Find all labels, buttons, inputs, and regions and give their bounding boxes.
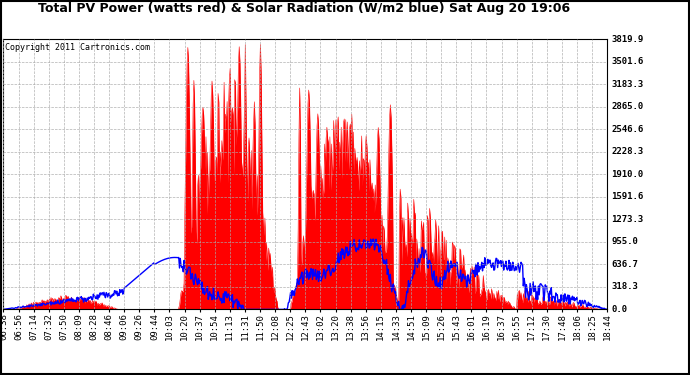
Text: 3501.6: 3501.6 bbox=[611, 57, 644, 66]
Text: 1273.3: 1273.3 bbox=[611, 215, 644, 224]
Text: Total PV Power (watts red) & Solar Radiation (W/m2 blue) Sat Aug 20 19:06: Total PV Power (watts red) & Solar Radia… bbox=[37, 2, 570, 15]
Text: 2228.3: 2228.3 bbox=[611, 147, 644, 156]
Text: 3819.9: 3819.9 bbox=[611, 35, 644, 44]
Text: 2865.0: 2865.0 bbox=[611, 102, 644, 111]
Text: 2546.6: 2546.6 bbox=[611, 125, 644, 134]
Text: 318.3: 318.3 bbox=[611, 282, 638, 291]
Text: 955.0: 955.0 bbox=[611, 237, 638, 246]
Text: 1591.6: 1591.6 bbox=[611, 192, 644, 201]
Text: 1910.0: 1910.0 bbox=[611, 170, 644, 179]
Text: 0.0: 0.0 bbox=[611, 305, 627, 314]
Text: 636.7: 636.7 bbox=[611, 260, 638, 269]
Text: Copyright 2011 Cartronics.com: Copyright 2011 Cartronics.com bbox=[5, 44, 150, 52]
Text: 3183.3: 3183.3 bbox=[611, 80, 644, 89]
